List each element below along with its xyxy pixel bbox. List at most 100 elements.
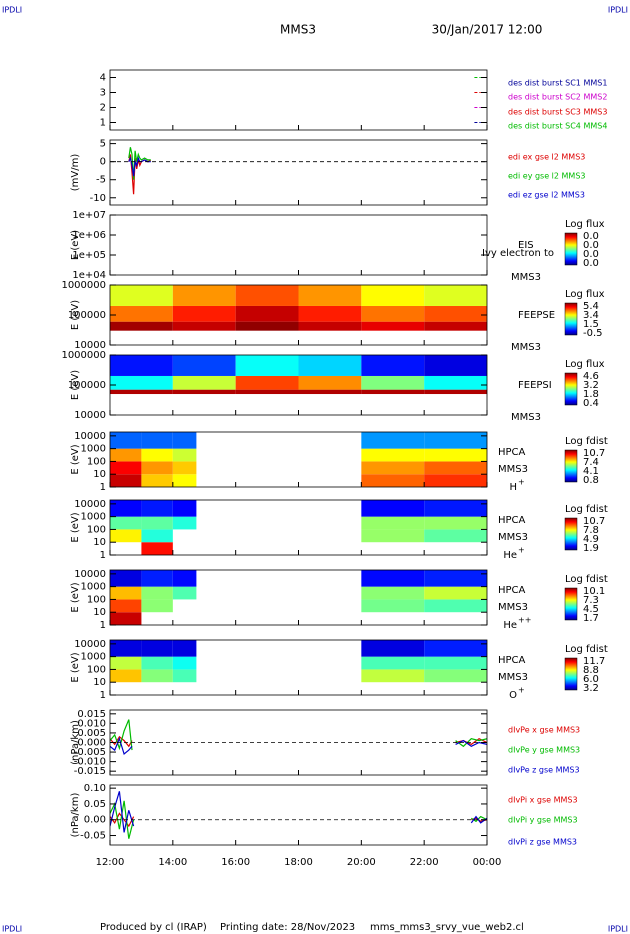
spacecraft-label: MMS3 xyxy=(498,602,528,613)
heatmap-cell xyxy=(141,669,173,683)
heatmap-cell xyxy=(235,355,299,376)
colorbar xyxy=(564,372,578,406)
y-tick-label: 100 xyxy=(87,664,106,675)
instrument-label: HPCA xyxy=(498,655,526,666)
colorbar-tick-label: 7.4 xyxy=(583,457,599,468)
y-axis-label: E (eV) xyxy=(70,370,81,400)
instrument-label: EIS xyxy=(518,240,534,251)
colorbar-tick-label: 8.8 xyxy=(583,665,599,676)
y-tick-label: 0 xyxy=(100,157,106,168)
heatmap-cell xyxy=(141,570,173,587)
heatmap-cell xyxy=(361,586,425,600)
species-charge: + xyxy=(518,546,525,555)
heatmap-cell xyxy=(424,599,487,613)
y-axis-label: E (eV) xyxy=(70,230,81,260)
legend-entry: des dist burst SC2 MMS2 xyxy=(508,93,607,102)
legend-entry: edi ex gse l2 MMS3 xyxy=(508,153,585,162)
series-line xyxy=(110,719,487,751)
heatmap-cell xyxy=(298,321,362,331)
panel-frame xyxy=(109,784,488,846)
colorbar-tick-label: 11.7 xyxy=(583,656,605,667)
colorbar-title: Log flux xyxy=(565,289,605,300)
instrument-label: HPCA xyxy=(498,447,526,458)
heatmap-cell xyxy=(172,656,197,670)
heatmap-cell xyxy=(172,321,236,331)
panel-frame xyxy=(109,69,488,131)
heatmap-cell xyxy=(110,570,142,587)
heatmap-cell xyxy=(361,500,425,517)
y-tick-label: 0.015 xyxy=(77,709,106,720)
y-tick-label: 10000 xyxy=(74,340,106,351)
y-axis-label: E (eV) xyxy=(70,300,81,330)
heatmap-cell xyxy=(172,474,197,487)
spacecraft-label: MMS3 xyxy=(511,272,541,283)
heatmap-cell xyxy=(361,389,425,395)
colorbar-title: Log fdist xyxy=(565,436,608,447)
species-charge: + xyxy=(518,686,525,695)
heatmap-cell xyxy=(141,542,173,555)
heatmap-cell xyxy=(361,516,425,530)
heatmap-cell xyxy=(424,389,487,395)
heatmap-cell xyxy=(172,516,197,530)
y-tick-label: 1 xyxy=(100,550,106,561)
y-tick-label: 10 xyxy=(93,677,106,688)
y-tick-label: 1000 xyxy=(81,652,106,663)
y-tick-label: 1000000 xyxy=(61,350,106,361)
legend-entry: dIvPi z gse MMS3 xyxy=(508,838,577,847)
heatmap-cell xyxy=(235,305,299,322)
heatmap-cell xyxy=(110,375,173,390)
y-tick-label: 10000 xyxy=(74,639,106,650)
series-line xyxy=(128,156,151,177)
y-tick-label: 1000 xyxy=(81,512,106,523)
heatmap-cell xyxy=(424,461,487,475)
y-tick-label: 100 xyxy=(87,594,106,605)
heatmap-cell xyxy=(110,516,142,530)
heatmap-cell xyxy=(361,321,425,331)
heatmap-cell xyxy=(424,474,487,487)
heatmap-cell xyxy=(361,448,425,462)
colorbar-tick-label: 0.4 xyxy=(583,398,599,409)
panel-frame xyxy=(109,139,488,206)
footer: Produced by cl (IRAP) xyxy=(100,922,207,933)
heatmap-cell xyxy=(172,432,197,449)
legend-entry: dIvPi y gse MMS3 xyxy=(508,816,578,825)
instrument-label: HPCA xyxy=(498,585,526,596)
heatmap-cell xyxy=(172,389,236,395)
legend-entry: dIvPe z gse MMS3 xyxy=(508,766,580,775)
y-tick-label: 3 xyxy=(100,88,106,99)
x-tick-label: 20:00 xyxy=(347,857,376,868)
y-tick-label: -0.05 xyxy=(80,831,106,842)
species-charge: ++ xyxy=(518,616,531,625)
heatmap-cell xyxy=(424,285,487,306)
heatmap-cell xyxy=(235,375,299,390)
y-tick-label: 10000 xyxy=(74,569,106,580)
heatmap-cell xyxy=(424,432,487,449)
heatmap-cell xyxy=(110,389,173,395)
y-tick-label: 10 xyxy=(93,607,106,618)
colorbar-title: Log fdist xyxy=(565,504,608,515)
heatmap-cell xyxy=(110,474,142,487)
x-tick-label: 00:00 xyxy=(473,857,502,868)
heatmap-cell xyxy=(361,570,425,587)
heatmap-cell xyxy=(361,474,425,487)
heatmap-cell xyxy=(424,640,487,657)
heatmap-cell xyxy=(298,355,362,376)
y-tick-label: 4 xyxy=(100,73,106,84)
footer: mms_mms3_srvy_vue_web2.cl xyxy=(370,922,524,933)
heatmap-cell xyxy=(141,516,173,530)
y-tick-label: 10000 xyxy=(74,499,106,510)
heatmap-cell xyxy=(361,305,425,322)
heatmap-cell xyxy=(424,529,487,543)
y-tick-label: -5 xyxy=(96,175,106,186)
species-label: He xyxy=(503,550,517,561)
y-tick-label: 1000 xyxy=(81,444,106,455)
colorbar-tick-label: 10.7 xyxy=(583,448,605,459)
heatmap-cell xyxy=(110,640,142,657)
y-tick-label: 10 xyxy=(93,469,106,480)
legend-entry: edi ey gse l2 MMS3 xyxy=(508,172,586,181)
heatmap-cell xyxy=(110,529,142,543)
y-tick-label: -10 xyxy=(90,193,106,204)
legend-entry: edi ez gse l2 MMS3 xyxy=(508,191,585,200)
y-axis-label: (mV/m) xyxy=(70,154,81,192)
